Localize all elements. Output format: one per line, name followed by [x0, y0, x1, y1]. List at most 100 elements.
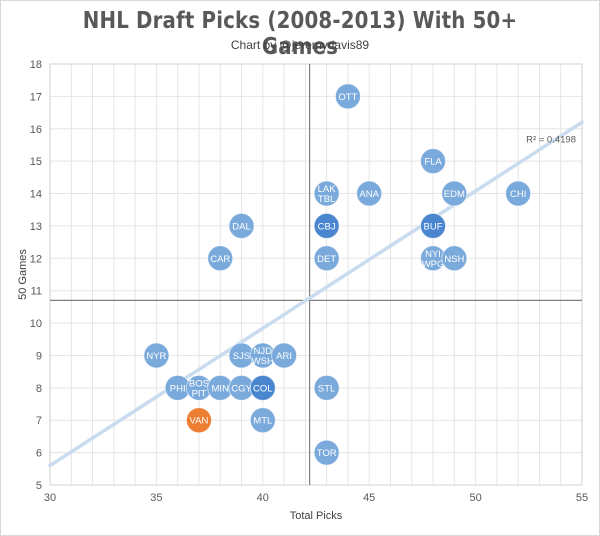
y-tick-label: 12 — [30, 253, 42, 265]
data-point: ARI — [271, 342, 298, 369]
data-point-marker — [441, 245, 468, 272]
data-point-label: FLA — [424, 157, 442, 168]
r-squared-label: R² = 0.4198 — [526, 134, 576, 145]
x-tick-label: 30 — [44, 492, 56, 504]
data-point: NSH — [441, 245, 468, 272]
data-point: FLA — [420, 148, 447, 175]
data-point-marker — [271, 342, 298, 369]
data-point: MIN — [207, 374, 234, 401]
data-point-marker — [249, 407, 276, 434]
y-tick-label: 17 — [30, 91, 42, 103]
data-point: TOR — [313, 439, 340, 466]
data-point-label: MIN — [212, 383, 230, 394]
data-point-label: ANA — [359, 189, 379, 200]
data-point-label: MTL — [253, 416, 272, 427]
data-point-marker — [420, 212, 447, 239]
x-tick-label: 50 — [469, 492, 481, 504]
data-point-marker — [143, 342, 170, 369]
data-point-label: NYI — [425, 249, 441, 260]
data-point-marker — [334, 83, 361, 110]
data-point-marker — [505, 180, 532, 207]
data-point: VAN — [185, 407, 212, 434]
data-point: CHI — [505, 180, 532, 207]
data-point-marker — [249, 374, 276, 401]
axes — [49, 63, 583, 486]
data-point-label: PIT — [192, 388, 207, 399]
data-point: ANA — [356, 180, 383, 207]
data-point-marker — [313, 180, 340, 207]
data-point-marker — [313, 212, 340, 239]
x-tick-label: 35 — [150, 492, 162, 504]
data-point-label: WPG — [422, 259, 445, 270]
data-point-marker — [356, 180, 383, 207]
chart-title: NHL Draft Picks (2008-2013) With 50+ Gam… — [82, 8, 518, 60]
data-point-label: CAR — [210, 254, 230, 265]
data-point-label: TOR — [317, 448, 337, 459]
y-tick-label: 5 — [36, 480, 42, 492]
data-point-marker — [228, 212, 255, 239]
y-axis-label: 50 Games — [17, 249, 29, 300]
trendline — [48, 120, 584, 468]
y-tick-label: 6 — [36, 448, 42, 460]
data-point-label: SJS — [233, 351, 250, 362]
data-point-marker — [185, 407, 212, 434]
data-point: CBJ — [313, 212, 340, 239]
data-point-label: DAL — [232, 221, 250, 232]
mean-lines — [50, 64, 582, 485]
data-point-label: OTT — [338, 92, 357, 103]
x-tick-label: 55 — [576, 492, 588, 504]
y-tick-label: 9 — [36, 350, 42, 362]
data-point-label: STL — [318, 383, 335, 394]
data-point-label: ARI — [276, 351, 292, 362]
data-point-marker — [207, 245, 234, 272]
x-axis-label: Total Picks — [290, 510, 343, 522]
data-point-label: EDM — [444, 189, 465, 200]
data-point-label: DET — [317, 254, 336, 265]
data-point: DAL — [228, 212, 255, 239]
data-point: EDM — [441, 180, 468, 207]
data-point-marker — [420, 148, 447, 175]
data-point: NYR — [143, 342, 170, 369]
gridlines — [49, 63, 583, 486]
y-tick-label: 18 — [30, 59, 42, 71]
data-point-label: BOS — [189, 378, 209, 389]
data-point-marker — [441, 180, 468, 207]
chart-subtitle: Chart by @jeremydavis89 — [230, 38, 370, 52]
data-point-label: COL — [253, 383, 273, 394]
data-point: DET — [313, 245, 340, 272]
data-point-marker — [313, 439, 340, 466]
data-point-label: CHI — [510, 189, 526, 200]
x-tick-label: 40 — [257, 492, 269, 504]
data-point: BUF — [420, 212, 447, 239]
data-point-label: BUF — [424, 221, 443, 232]
data-point-label: PHI — [170, 383, 186, 394]
y-tick-label: 8 — [36, 383, 42, 395]
data-point-label: VAN — [190, 416, 209, 427]
y-tick-label: 10 — [30, 318, 42, 330]
data-point-marker — [313, 245, 340, 272]
y-tick-label: 16 — [30, 124, 42, 136]
data-point: MTL — [249, 407, 276, 434]
x-tick-label: 45 — [363, 492, 375, 504]
data-point: COL — [249, 374, 276, 401]
data-point: OTT — [334, 83, 361, 110]
data-point-label: CBJ — [318, 221, 336, 232]
data-point-label: WSH — [252, 356, 274, 367]
data-point: CAR — [207, 245, 234, 272]
y-tick-label: 14 — [30, 189, 42, 201]
data-point-label: LAK — [318, 184, 337, 195]
data-point-label: NSH — [444, 254, 464, 265]
y-tick-label: 15 — [30, 156, 42, 168]
y-tick-label: 11 — [31, 286, 42, 298]
data-point-label: NJD — [254, 346, 273, 357]
trendline-group: R² = 0.4198 — [48, 120, 584, 468]
data-point-label: NYR — [146, 351, 166, 362]
y-tick-label: 7 — [36, 415, 42, 427]
tick-labels: 5 6 7 8 9 10 11 12 13 14 15 16 17 18 30 35 40 45 50 55 — [30, 59, 588, 504]
